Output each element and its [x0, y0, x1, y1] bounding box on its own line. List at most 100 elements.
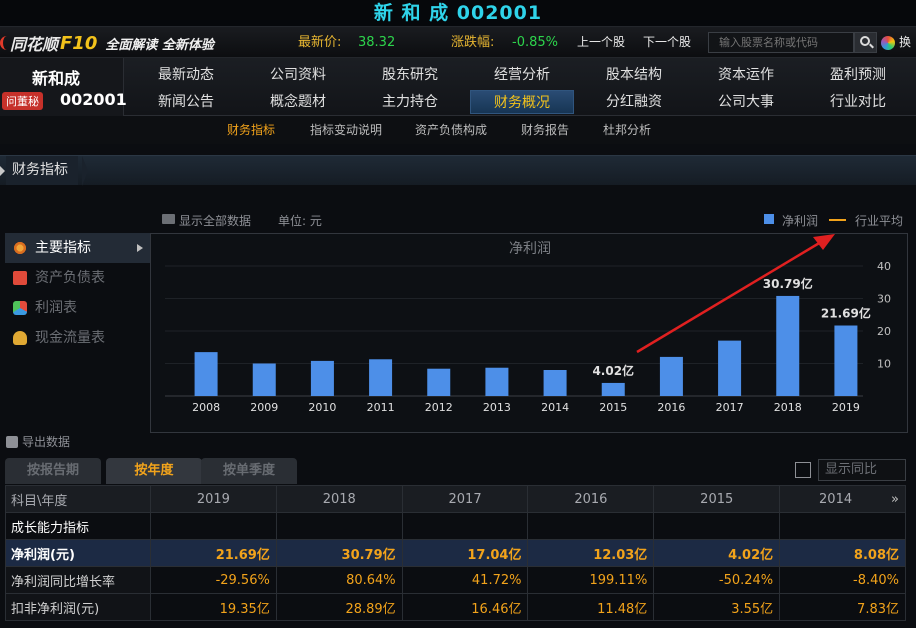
table-row: 扣非净利润(元) 19.35亿 28.89亿 16.46亿 11.48亿 3.55亿 7.8…	[5, 593, 906, 621]
legend-net-profit[interactable]: 净利润	[782, 214, 819, 228]
subnav-dupont-analysis[interactable]: 杜邦分析	[603, 123, 652, 137]
nav-item-row1-6[interactable]: 盈利预测	[830, 67, 886, 83]
row-label: 扣非净利润(元)	[5, 593, 151, 621]
bar-2010[interactable]	[310, 360, 334, 396]
row-label: 净利润同比增长率	[5, 566, 151, 594]
table-cell: 80.64%	[275, 566, 403, 594]
tab-by-report-period[interactable]: 按报告期	[5, 458, 101, 484]
bar-2015[interactable]	[601, 382, 625, 396]
menu-item-label: 利润表	[35, 300, 77, 316]
table-cell	[401, 512, 529, 540]
bar-2008[interactable]	[194, 352, 218, 396]
bar-2018[interactable]	[776, 295, 800, 396]
logo: 同花顺 F10 全面解读 全新体验	[0, 31, 214, 55]
nav-item-row2-2[interactable]: 主力持仓	[382, 94, 438, 110]
nav-item-row2-3[interactable]: 财务概况	[470, 90, 574, 114]
stock-name: 新和成	[32, 69, 81, 88]
menu-item-label: 资产负债表	[35, 270, 105, 286]
section-title: 财务指标	[6, 156, 78, 185]
show-yoy-checkbox[interactable]	[795, 462, 811, 478]
bar-2016[interactable]	[659, 356, 683, 396]
nav-item-row1-5[interactable]: 资本运作	[718, 67, 774, 83]
prev-stock-link[interactable]: 上一个股	[577, 35, 626, 49]
x-tick-label: 2018	[774, 401, 802, 414]
bar-2019[interactable]	[834, 325, 858, 396]
legend-industry-average[interactable]: 行业平均	[855, 214, 904, 228]
search-button[interactable]	[854, 32, 877, 53]
y-tick-label: 20	[877, 325, 891, 338]
nav-item-row2-1[interactable]: 概念题材	[270, 94, 326, 110]
table-cell	[527, 512, 655, 540]
bar-2014[interactable]	[543, 370, 567, 396]
main-nav: 新和成 问董秘 002001 最新动态 公司资料 股东研究 经营分析 股本结构 资本运作 盈…	[0, 58, 916, 116]
table-header-row: 科目\年度 2019 2018 2017 2016 2015 2014 »	[5, 485, 906, 513]
table-cell: 4.02亿	[653, 539, 781, 567]
skin-label[interactable]: 换	[899, 35, 912, 49]
nav-item-row2-0[interactable]: 新闻公告	[158, 94, 214, 110]
sub-nav: 财务指标 指标变动说明 资产负债构成 财务报告 杜邦分析	[0, 116, 916, 144]
table-cell: 21.69亿	[150, 539, 277, 567]
nav-item-row2-5[interactable]: 公司大事	[718, 94, 774, 110]
stock-search-input[interactable]	[708, 32, 854, 53]
coin-icon	[13, 331, 27, 345]
show-yoy-toggle[interactable]: 显示同比	[818, 459, 906, 481]
bar-2013[interactable]	[485, 367, 509, 396]
latest-price-value: 38.32	[358, 35, 396, 50]
nav-item-row2-4[interactable]: 分红融资	[606, 94, 662, 110]
more-years-arrow-icon[interactable]: »	[891, 491, 899, 507]
table-cell	[275, 512, 403, 540]
next-stock-link[interactable]: 下一个股	[643, 35, 692, 49]
table-cell	[150, 512, 277, 540]
table-cell: 7.83亿	[779, 593, 906, 621]
tab-by-quarter[interactable]: 按单季度	[201, 458, 297, 484]
monitor-icon[interactable]	[162, 214, 175, 224]
skin-icon[interactable]	[881, 36, 895, 50]
menu-item-balance-sheet[interactable]: 资产负债表	[5, 263, 151, 293]
year-header: 2016	[527, 485, 655, 513]
y-tick-label: 10	[877, 358, 891, 371]
nav-item-row1-0[interactable]: 最新动态	[158, 67, 214, 83]
window-title-bar: 新 和 成 002001	[0, 0, 916, 26]
subnav-balance-composition[interactable]: 资产负债构成	[415, 123, 488, 137]
year-header-label: 2014	[819, 491, 853, 507]
net-profit-chart: 净利润 10 20 30 40 2008 2009 2010 2011 2012 2013 2014…	[150, 233, 908, 433]
x-tick-label: 2009	[250, 401, 278, 414]
x-tick-label: 2008	[192, 401, 220, 414]
bar-2009[interactable]	[252, 363, 276, 397]
show-all-data-link[interactable]: 显示全部数据	[179, 214, 252, 228]
bar-2017[interactable]	[718, 340, 742, 396]
subnav-indicator-change-notes[interactable]: 指标变动说明	[310, 123, 383, 137]
table-cell: 199.11%	[527, 566, 655, 594]
chevron-right-icon	[137, 244, 143, 252]
nav-item-row1-2[interactable]: 股东研究	[382, 67, 438, 83]
table-cell: 12.03亿	[527, 539, 655, 567]
nav-item-row1-3[interactable]: 经营分析	[494, 67, 550, 83]
subnav-financial-indicators[interactable]: 财务指标	[227, 123, 276, 137]
x-tick-label: 2011	[367, 401, 395, 414]
table-cell: -50.24%	[653, 566, 781, 594]
x-tick-label: 2014	[541, 401, 569, 414]
table-row: 成长能力指标	[5, 512, 906, 540]
bar-2012[interactable]	[427, 368, 451, 396]
menu-item-main-indicators[interactable]: 主要指标	[5, 233, 151, 263]
stock-info: 新和成 问董秘 002001	[0, 58, 127, 116]
tab-by-year[interactable]: 按年度	[106, 458, 202, 484]
logo-product: F10	[60, 32, 98, 54]
data-label: 30.79亿	[763, 276, 813, 291]
nav-item-row1-4[interactable]: 股本结构	[606, 67, 662, 83]
ask-board-secretary-button[interactable]: 问董秘	[2, 92, 43, 110]
nav-item-row2-6[interactable]: 行业对比	[830, 94, 886, 110]
section-arrow-icon	[0, 166, 5, 176]
subnav-financial-reports[interactable]: 财务报告	[521, 123, 570, 137]
bar-2011[interactable]	[369, 359, 393, 396]
x-tick-label: 2017	[716, 401, 744, 414]
change-percent-label: 涨跌幅:	[451, 35, 495, 50]
x-tick-label: 2013	[483, 401, 511, 414]
year-header: 2017	[401, 485, 529, 513]
nav-item-row1-1[interactable]: 公司资料	[270, 67, 326, 83]
table-cell: 3.55亿	[653, 593, 781, 621]
chart-title: 净利润	[509, 241, 551, 257]
export-data-button[interactable]: 导出数据	[6, 433, 70, 451]
menu-item-cash-flow[interactable]: 现金流量表	[5, 323, 151, 353]
menu-item-income-statement[interactable]: 利润表	[5, 293, 151, 323]
